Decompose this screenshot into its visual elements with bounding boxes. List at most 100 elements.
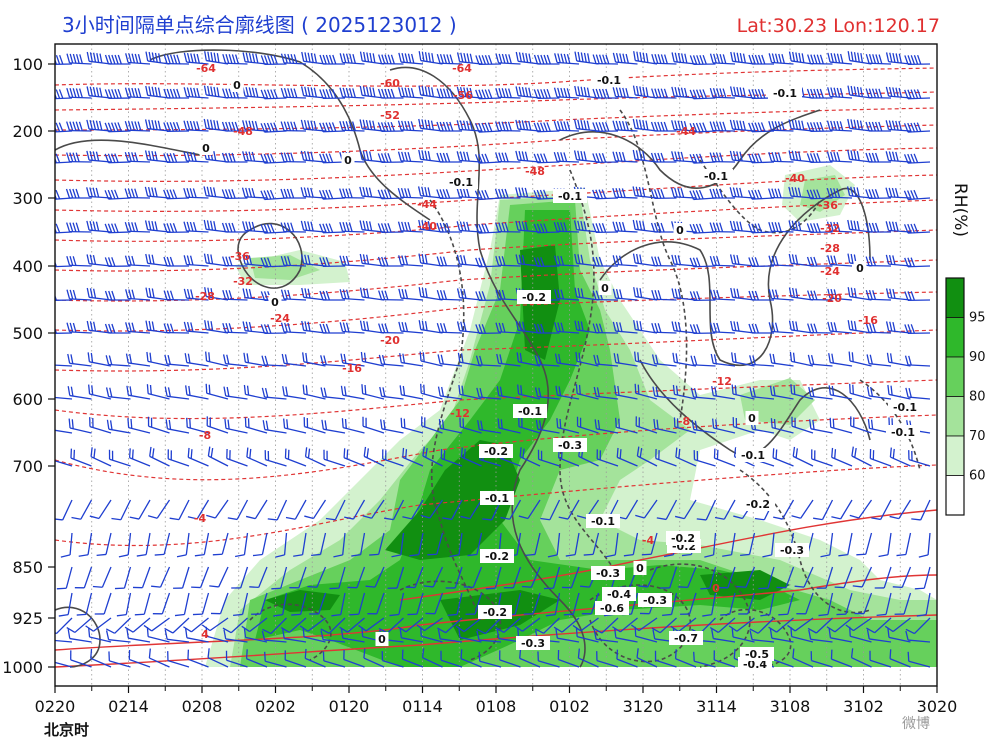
wind-barb [593, 354, 619, 367]
wind-barb [319, 290, 345, 301]
svg-text:-32: -32 [233, 275, 253, 288]
wind-barb [908, 450, 931, 467]
wind-barb [300, 119, 326, 132]
wind-barb [359, 150, 385, 163]
wind-barb [494, 188, 521, 199]
vertical-velocity-contour-negative [399, 580, 502, 661]
wind-barb [849, 383, 872, 400]
wind-barb [203, 85, 229, 99]
wind-barb [418, 320, 443, 334]
rh-region [800, 175, 845, 212]
wind-barb [359, 51, 385, 65]
wind-barb [545, 592, 561, 617]
wind-barb [826, 120, 853, 132]
vertical-velocity-label: -0.7 [669, 631, 703, 645]
wind-barb [66, 87, 92, 99]
svg-text:-0.1: -0.1 [449, 176, 473, 189]
svg-text:-0.3: -0.3 [780, 544, 804, 557]
wind-barb [636, 446, 658, 467]
wind-barb [914, 566, 931, 590]
wind-barb [672, 352, 697, 367]
svg-text:0: 0 [378, 633, 386, 646]
wind-barb [831, 447, 853, 467]
temperature-contour [55, 464, 937, 547]
wind-barb [425, 592, 444, 615]
wind-barb [146, 384, 170, 400]
wind-barb [714, 499, 736, 520]
wind-barb [885, 254, 911, 267]
wind-barb [495, 53, 521, 65]
temperature-contour [55, 414, 937, 481]
wind-barb [537, 651, 560, 668]
svg-text:-0.1: -0.1 [485, 492, 509, 505]
wind-barb [124, 151, 151, 163]
wind-barb [55, 257, 73, 268]
wind-barb [67, 353, 92, 367]
wind-barb [339, 53, 365, 65]
wind-barb [344, 499, 366, 520]
wind-barb [478, 651, 502, 668]
wind-barb [592, 256, 618, 267]
wind-barb [221, 189, 248, 200]
wind-barb [519, 648, 541, 668]
vertical-velocity-contour-negative [249, 603, 332, 661]
wind-barb [55, 364, 73, 367]
svg-text:-40: -40 [417, 220, 437, 233]
wind-barb [136, 532, 151, 557]
svg-text:-0.2: -0.2 [485, 550, 509, 563]
wind-barb [894, 592, 912, 615]
wind-barb [359, 287, 385, 301]
wind-barb [730, 287, 755, 301]
svg-text:0: 0 [271, 296, 279, 309]
wind-barb [329, 566, 346, 590]
wind-barb [221, 222, 248, 233]
wind-barb [866, 629, 892, 643]
wind-barb [377, 153, 404, 164]
wind-barb [848, 351, 872, 367]
wind-barb [124, 221, 151, 233]
wind-barb [904, 89, 931, 100]
y-axis: 100 200 300 400 500 600 700 850 925 1000 [2, 55, 55, 677]
wind-barb [125, 353, 151, 367]
wind-barb [233, 592, 249, 616]
wind-barb [616, 649, 638, 668]
wind-barb [769, 628, 794, 643]
wind-barb [768, 617, 794, 633]
wind-barb [904, 355, 931, 367]
wind-barb [209, 566, 229, 588]
wind-barb [164, 386, 190, 400]
wind-barb [633, 320, 658, 334]
wind-barb [826, 187, 853, 199]
vertical-velocity-label: 0 [598, 281, 612, 295]
wind-barb [163, 153, 190, 164]
wind-barb [320, 355, 346, 367]
temperature-contour-label: -64 [452, 62, 472, 75]
rh-region [385, 440, 520, 560]
wind-barb [499, 650, 521, 668]
wind-barb [711, 386, 736, 400]
wind-barb [518, 417, 541, 434]
wind-barb [700, 566, 717, 590]
wind-barb [796, 592, 814, 615]
wind-barb [485, 566, 502, 590]
wind-barb [389, 592, 405, 617]
wind-barb [85, 617, 112, 632]
wind-barb [245, 499, 268, 520]
wind-barb [260, 122, 287, 133]
wind-barb [456, 288, 482, 301]
svg-text:-36: -36 [230, 250, 250, 263]
wind-barb [223, 386, 248, 400]
wind-barb [773, 499, 795, 520]
wind-barb [534, 617, 560, 634]
temperature-contour-label: -52 [380, 109, 400, 122]
vertical-velocity-contour-negative [719, 608, 792, 668]
svg-text:-0.1: -0.1 [893, 401, 917, 414]
svg-text:-64: -64 [196, 62, 216, 75]
temperature-contour-label: -40 [417, 220, 437, 233]
wind-barb [576, 416, 599, 434]
wind-barb [540, 499, 561, 521]
wind-barb [709, 289, 736, 301]
vertical-velocity-label: 0 [341, 153, 355, 167]
temperature-contour-label: -40 [785, 172, 805, 185]
wind-barb [460, 649, 482, 668]
